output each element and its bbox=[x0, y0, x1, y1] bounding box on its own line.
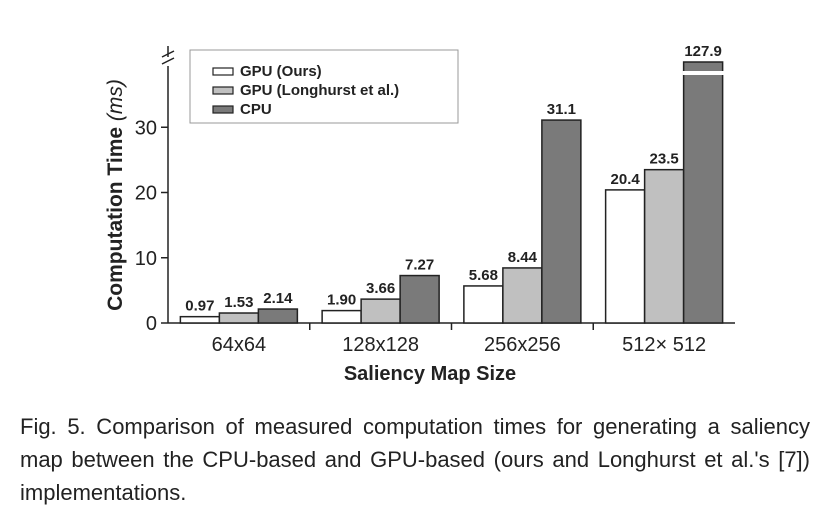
legend-label-2: CPU bbox=[240, 101, 272, 118]
bar bbox=[321, 309, 362, 324]
bar bbox=[502, 267, 543, 324]
x-tick-label: 256x256 bbox=[484, 334, 561, 356]
bar bbox=[360, 298, 401, 324]
bar-value-label: 8.44 bbox=[508, 249, 538, 266]
legend-swatch-1 bbox=[212, 86, 234, 95]
y-tick-label: 0 bbox=[146, 313, 157, 335]
y-tick-label: 30 bbox=[135, 117, 157, 139]
bar-value-label: 1.53 bbox=[224, 294, 253, 311]
legend: GPU (Ours) GPU (Longhurst et al.) CPU bbox=[189, 49, 459, 124]
bar-break-gap bbox=[682, 71, 724, 75]
bar-value-label: 1.90 bbox=[327, 292, 356, 309]
bar-value-label: 7.27 bbox=[405, 257, 434, 274]
bar-value-label: 3.66 bbox=[366, 280, 395, 297]
legend-label-0: GPU (Ours) bbox=[240, 63, 322, 80]
legend-swatch-0 bbox=[212, 67, 234, 76]
bar bbox=[179, 315, 221, 324]
y-tick-label: 10 bbox=[135, 248, 157, 270]
bar-value-label: 127.9 bbox=[684, 43, 722, 60]
bar-chart: 0 10 20 30 64x64 128x128 256x256 512× 512 0.97… bbox=[104, 43, 735, 385]
y-axis-break-mark bbox=[161, 50, 175, 58]
x-tick-label: 64x64 bbox=[212, 334, 267, 356]
bar bbox=[257, 308, 299, 324]
bar-value-label: 31.1 bbox=[547, 101, 576, 118]
y-axis-label-unit: (ms) bbox=[104, 79, 127, 121]
bars bbox=[179, 61, 724, 324]
bar-value-label: 2.14 bbox=[263, 290, 293, 307]
bar bbox=[643, 168, 685, 324]
legend-label-1: GPU (Longhurst et al.) bbox=[240, 82, 399, 99]
bar bbox=[682, 61, 724, 324]
bar-value-label: 5.68 bbox=[469, 267, 498, 284]
legend-box bbox=[189, 49, 459, 124]
legend-swatch-2 bbox=[212, 105, 234, 114]
y-axis-break-mark bbox=[161, 57, 175, 65]
x-axis: 64x64 128x128 256x256 512× 512 bbox=[168, 322, 735, 356]
y-tick-label: 20 bbox=[135, 183, 157, 205]
bar bbox=[604, 189, 646, 324]
x-tick-label: 128x128 bbox=[342, 334, 419, 356]
x-tick-label: 512× 512 bbox=[622, 334, 706, 356]
figure-caption: Fig. 5. Comparison of measured computati… bbox=[20, 414, 810, 505]
y-axis-label: Computation Time (ms) bbox=[104, 79, 127, 311]
bar-value-label: 20.4 bbox=[611, 171, 641, 188]
bar bbox=[218, 312, 260, 324]
bar-value-label: 0.97 bbox=[185, 298, 214, 315]
bar-labels: 0.97 1.53 2.14 1.90 3.66 7.27 5.68 8.44 31.1 20.4… bbox=[185, 43, 722, 315]
x-axis-label: Saliency Map Size bbox=[344, 363, 516, 385]
y-axis-label-main: Computation Time bbox=[104, 121, 127, 311]
bar bbox=[399, 274, 440, 324]
bar-value-label: 23.5 bbox=[650, 151, 679, 168]
y-axis: 0 10 20 30 bbox=[135, 46, 175, 335]
bar bbox=[541, 119, 582, 324]
bar bbox=[463, 285, 504, 324]
